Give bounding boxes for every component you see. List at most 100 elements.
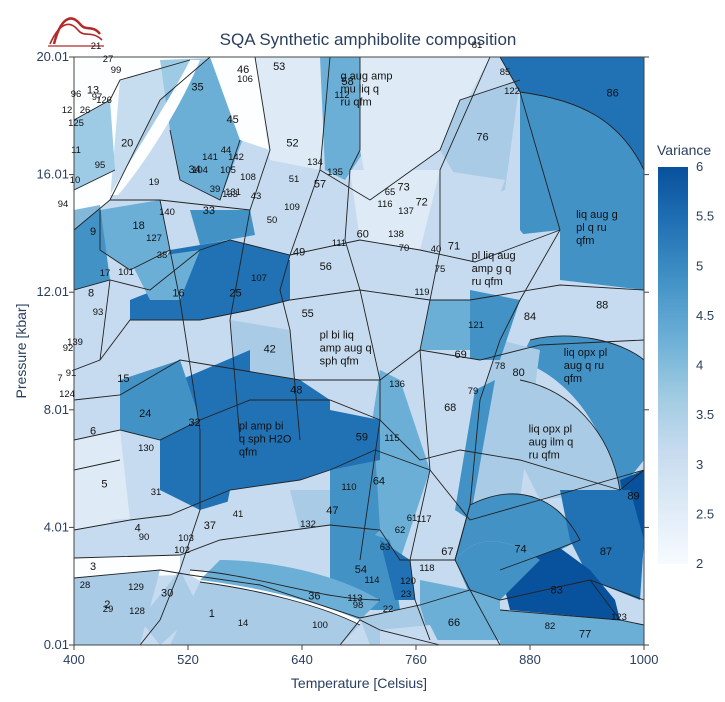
assemblage-annotation: g aug amp mu liq q ru qfm [341,71,393,109]
annotation-line: qfm [564,373,582,385]
small-field-label: 62 [395,525,406,536]
plot-frame [73,56,645,646]
x-axis-title: Temperature [Celsius] [291,675,427,691]
small-field-label: 63 [380,542,391,553]
annotation-line: liq opx pl [564,347,607,359]
small-field-label: 21 [91,41,102,52]
annotation-line: amp aug q [320,342,372,354]
field-label: 4 [135,523,141,535]
y-tick-label: 8.01 [44,402,69,417]
y-tick-label: 0.01 [44,637,69,652]
field-label: 53 [273,61,285,73]
field-label: 42 [264,343,276,355]
small-field-label: 94 [58,199,69,210]
small-field-label: 17 [100,268,111,279]
colorbar-tick-label: 4 [696,358,703,373]
small-field-label: 27 [103,54,114,65]
x-axis-ticks: 400 520 640 760 880 1000 [63,645,658,667]
small-field-label: 125 [68,118,84,129]
small-field-label: 97 [92,92,103,103]
field-region [470,230,560,300]
field-label: 30 [161,587,173,599]
annotation-line: g aug amp [341,71,393,83]
field-region [320,57,365,180]
field-region [380,625,440,645]
small-field-label: 101 [118,267,134,278]
small-field-label: 31 [151,487,162,498]
colorbar-tick-label: 2 [696,556,703,571]
x-tick-label: 640 [291,652,313,667]
field-label: 58 [341,76,353,88]
small-field-label: 50 [267,215,278,226]
field-region [110,515,180,555]
small-field-label: 65 [385,187,396,198]
small-field-label: 113 [347,593,362,604]
field-label: 86 [607,88,619,100]
small-field-label: 115 [384,433,399,444]
field-label: 55 [302,308,314,320]
field-region [170,582,360,645]
field-region [74,205,110,290]
app-logo [48,17,104,47]
colorbar-scale [658,167,688,564]
colorbar-tick-label: 5 [696,258,703,273]
small-field-label: 28 [80,580,91,591]
field-region [130,250,200,300]
small-field-label: 122 [504,86,520,97]
small-field-label: 93 [93,307,104,318]
field-region [520,380,620,500]
colorbar-ticks: 2 2.5 3 3.5 4 4.5 5 5.5 6 [696,159,714,571]
field-label: 3 [90,561,96,573]
assemblage-annotation: pl amp bi q sph H2O qfm [239,420,292,458]
small-field-label: 136 [389,379,405,390]
small-field-label: 96 [71,89,82,100]
small-field-label: 120 [400,576,416,587]
assemblage-annotation: pl bi liq amp aug q sph qfm [320,329,372,367]
small-field-label: 51 [289,174,300,185]
small-field-label: 140 [159,207,175,218]
small-field-label: 103 [178,533,194,544]
small-field-label: 39 [210,184,221,195]
field-label: 84 [524,311,536,323]
field-label: 52 [286,138,298,150]
field-label: 47 [326,505,338,517]
small-field-label: 44 [221,145,232,156]
field-label: 69 [455,349,467,361]
field-label: 74 [514,543,526,555]
colorbar-tick-label: 5.5 [696,209,714,224]
small-field-label: 91 [66,368,77,379]
field-region [190,210,255,245]
small-field-label: 26 [80,105,91,116]
field-label: 80 [512,367,524,379]
field-label: 77 [579,629,591,641]
chart-title: SQA Synthetic amphibolite composition [220,30,517,49]
annotation-line: ru qfm [341,97,372,109]
field-label: 20 [121,138,133,150]
annotation-line: qfm [239,446,257,458]
field-label: 72 [416,196,428,208]
colorbar-tick-label: 3.5 [696,407,714,422]
field-boundaries [74,57,644,645]
x-tick-label: 880 [519,652,541,667]
small-field-label: 105 [220,165,236,176]
small-field-label: 90 [139,532,150,543]
y-axis-title: Pressure [kbar] [13,304,29,399]
y-axis-ticks: 0.01 4.01 8.01 12.01 16.01 20.01 [36,49,649,652]
field-region [455,493,580,560]
field-region [500,610,644,645]
field-region [110,60,200,195]
field-label: 34 [189,164,201,176]
field-region [220,480,310,540]
small-field-label: 43 [251,191,262,202]
plot-area [74,57,644,645]
small-field-label: 142 [228,152,244,163]
field-region [420,580,500,640]
small-field-label: 98 [353,600,364,611]
small-field-label: 82 [545,621,556,632]
small-field-label: 102 [174,545,190,556]
field-label: 68 [444,402,456,414]
field-label: 76 [476,132,488,144]
small-field-label: 141 [202,152,218,163]
small-field-label: 138 [388,229,404,240]
field-label: 64 [373,476,385,488]
